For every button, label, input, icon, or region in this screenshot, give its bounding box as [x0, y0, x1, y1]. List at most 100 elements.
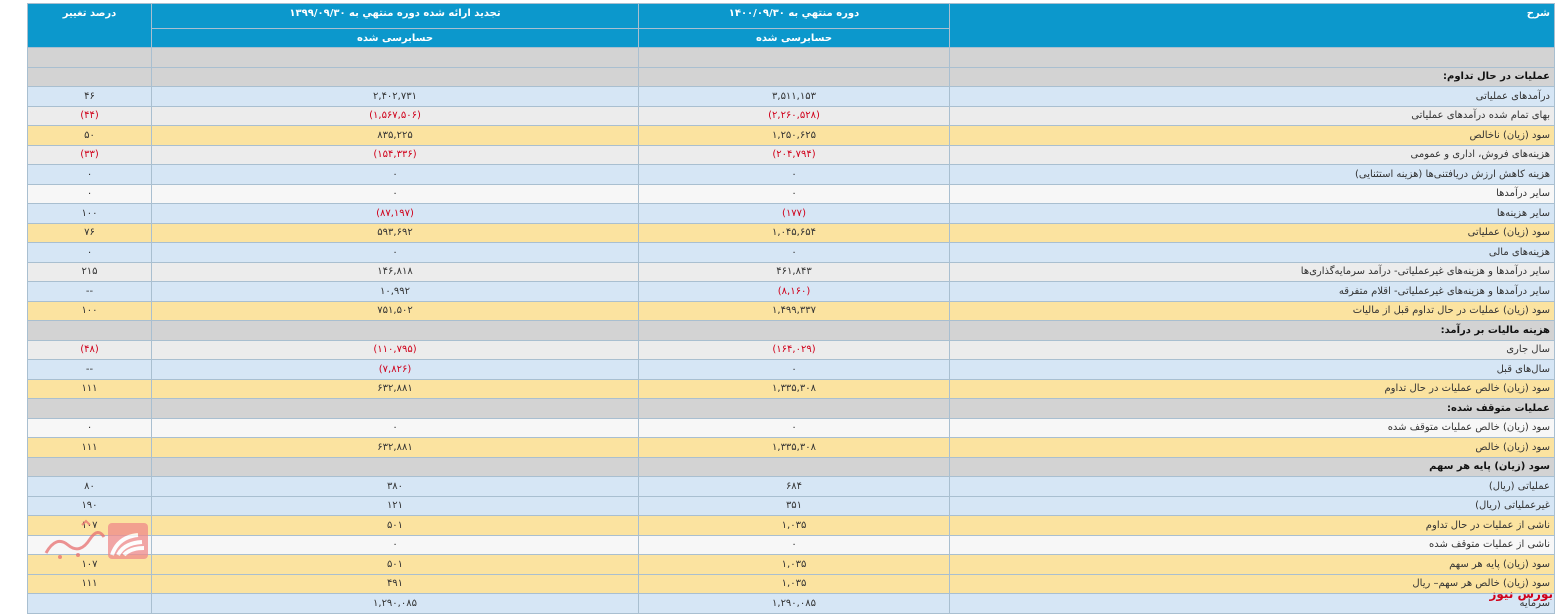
current-period-value: (۲,۲۶۰,۵۲۸): [638, 105, 950, 126]
header-previous-audit-status: حسابرسی شده: [151, 28, 639, 48]
current-period-value: ۱,۲۵۰,۶۲۵: [638, 125, 950, 146]
section-header-row: عملیات در حال تداوم:: [27, 66, 1555, 87]
header-change-percent: درصد تغییر: [27, 3, 152, 48]
table-row: درآمدهای عملیاتی ۳,۵۱۱,۱۵۳ ۲,۴۰۲,۷۳۱ ۴۶: [27, 86, 1555, 107]
table-row: سود (زیان) خالص هر سهم– ریال ۱,۰۳۵ ۴۹۱ ۱۱۱: [27, 573, 1555, 594]
table-row: هزینه کاهش ارزش دریافتنی‌ها (هزینه استثن…: [27, 164, 1555, 185]
previous-period-value: [151, 456, 639, 477]
row-label: سود (زیان) پایه هر سهم: [949, 554, 1555, 575]
change-percent-value: (۴۸): [27, 339, 152, 360]
current-period-value: ۱,۳۳۵,۳۰۸: [638, 378, 950, 399]
previous-period-value: ۳۸۰: [151, 476, 639, 497]
row-label: عملیات متوقف شده:: [949, 398, 1555, 419]
current-period-value: ۰: [638, 242, 950, 263]
current-period-value: ۱,۲۹۰,۰۸۵: [638, 593, 950, 614]
row-label: سرمایه: [949, 593, 1555, 614]
row-label: ناشی از عملیات متوقف شده: [949, 534, 1555, 555]
current-period-value: ۱,۳۳۵,۳۰۸: [638, 437, 950, 458]
change-percent-value: (۴۴): [27, 105, 152, 126]
table-row: سود (زیان) عملیاتی ۱,۰۴۵,۶۵۴ ۵۹۳,۶۹۲ ۷۶: [27, 222, 1555, 243]
change-percent-value: ۱۹۰: [27, 495, 152, 516]
row-label: هزینه‌های مالی: [949, 242, 1555, 263]
change-percent-value: ۱۰۰: [27, 300, 152, 321]
previous-period-value: (۱۱۰,۷۹۵): [151, 339, 639, 360]
current-period-value: [638, 398, 950, 419]
current-period-value: ۰: [638, 359, 950, 380]
change-percent-value: (۳۳): [27, 144, 152, 165]
previous-period-value: (۷,۸۲۶): [151, 359, 639, 380]
table-row: سایر درآمدها و هزینه‌های غیرعملیاتی- اقل…: [27, 281, 1555, 302]
previous-period-value: ۲,۴۰۲,۷۳۱: [151, 86, 639, 107]
current-period-value: ۱,۴۹۹,۳۳۷: [638, 300, 950, 321]
change-percent-value: ۲۱۵: [27, 261, 152, 282]
current-period-value: (۱۷۷): [638, 203, 950, 224]
row-label: سال‌های قبل: [949, 359, 1555, 380]
change-percent-value: [27, 398, 152, 419]
previous-period-value: ۰: [151, 534, 639, 555]
previous-period-value: [151, 66, 639, 87]
header-current-period: دوره منتهي به ۱۴۰۰/۰۹/۳۰: [638, 3, 950, 29]
change-percent-value: ۱۰۰: [27, 203, 152, 224]
current-period-value: (۱۶۴,۰۲۹): [638, 339, 950, 360]
change-percent-value: ۱۱۱: [27, 378, 152, 399]
previous-period-value: (۸۷,۱۹۷): [151, 203, 639, 224]
row-label: سال جاری: [949, 339, 1555, 360]
row-label: هزینه‌های فروش، اداری و عمومی: [949, 144, 1555, 165]
change-percent-value: ۵۰: [27, 125, 152, 146]
previous-period-value: [151, 320, 639, 341]
row-label: [949, 47, 1555, 68]
row-label: سایر درآمدها: [949, 183, 1555, 204]
current-period-value: ۱,۰۴۵,۶۵۴: [638, 222, 950, 243]
table-row: سود (زیان) خالص عملیات متوقف شده ۰ ۰ ۰: [27, 417, 1555, 438]
change-percent-value: ۰: [27, 242, 152, 263]
table-row: سود (زیان) ناخالص ۱,۲۵۰,۶۲۵ ۸۳۵,۲۲۵ ۵۰: [27, 125, 1555, 146]
previous-period-value: ۰: [151, 417, 639, 438]
previous-period-value: ۶۳۲,۸۸۱: [151, 437, 639, 458]
row-label: سایر درآمدها و هزینه‌های غیرعملیاتی- درآ…: [949, 261, 1555, 282]
table-row: سود (زیان) عملیات در حال تداوم قبل از ما…: [27, 300, 1555, 321]
change-percent-value: ۷۶: [27, 222, 152, 243]
change-percent-value: ۱۱۱: [27, 573, 152, 594]
table-row: سود (زیان) خالص عملیات در حال تداوم ۱,۳۳۵…: [27, 378, 1555, 399]
current-period-value: [638, 320, 950, 341]
table-row: عملیاتی (ریال) ۶۸۴ ۳۸۰ ۸۰: [27, 476, 1555, 497]
table-row: بهای تمام شده درآمدهای عملیاتی (۲,۲۶۰,۵۲۸…: [27, 105, 1555, 126]
current-period-value: ۰: [638, 534, 950, 555]
previous-period-value: ۵۹۳,۶۹۲: [151, 222, 639, 243]
current-period-value: (۸,۱۶۰): [638, 281, 950, 302]
previous-period-value: ۴۹۱: [151, 573, 639, 594]
table-row: ناشی از عملیات متوقف شده ۰ ۰: [27, 534, 1555, 555]
change-percent-value: ۸۰: [27, 476, 152, 497]
change-percent-value: ۱۰۷: [27, 554, 152, 575]
change-percent-value: [27, 593, 152, 614]
row-label: سایر هزینه‌ها: [949, 203, 1555, 224]
current-period-value: ۰: [638, 164, 950, 185]
table-row: ناشی از عملیات در حال تداوم ۱,۰۳۵ ۵۰۱ ۱۰۷: [27, 515, 1555, 536]
change-percent-value: ۰: [27, 417, 152, 438]
current-period-value: ۶۸۴: [638, 476, 950, 497]
previous-period-value: ۵۰۱: [151, 515, 639, 536]
table-row: سود (زیان) پایه هر سهم ۱,۰۳۵ ۵۰۱ ۱۰۷: [27, 554, 1555, 575]
row-label: بهای تمام شده درآمدهای عملیاتی: [949, 105, 1555, 126]
current-period-value: ۳۵۱: [638, 495, 950, 516]
previous-period-value: ۱۰,۹۹۲: [151, 281, 639, 302]
section-header-row: هزینه مالیات بر درآمد:: [27, 320, 1555, 341]
table-row: هزینه‌های فروش، اداری و عمومی (۲۰۴,۷۹۴) (۱…: [27, 144, 1555, 165]
previous-period-value: ۰: [151, 242, 639, 263]
section-header-row: عملیات متوقف شده:: [27, 398, 1555, 419]
current-period-value: ۴۶۱,۸۴۳: [638, 261, 950, 282]
row-label: سایر درآمدها و هزینه‌های غیرعملیاتی- اقل…: [949, 281, 1555, 302]
current-period-value: [638, 47, 950, 68]
table-body: عملیات در حال تداوم: درآمدهای عملیاتی ۳,۵۱…: [27, 47, 1555, 614]
current-period-value: [638, 456, 950, 477]
current-period-value: ۰: [638, 417, 950, 438]
table-row: سال‌های قبل ۰ (۷,۸۲۶) --: [27, 359, 1555, 380]
current-period-value: ۱,۰۳۵: [638, 515, 950, 536]
row-label: سود (زیان) پایه هر سهم: [949, 456, 1555, 477]
change-percent-value: [27, 320, 152, 341]
previous-period-value: (۱۵۴,۳۳۶): [151, 144, 639, 165]
previous-period-value: (۱,۵۶۷,۵۰۶): [151, 105, 639, 126]
current-period-value: ۳,۵۱۱,۱۵۳: [638, 86, 950, 107]
current-period-value: ۱,۰۳۵: [638, 554, 950, 575]
row-label: عملیات در حال تداوم:: [949, 66, 1555, 87]
